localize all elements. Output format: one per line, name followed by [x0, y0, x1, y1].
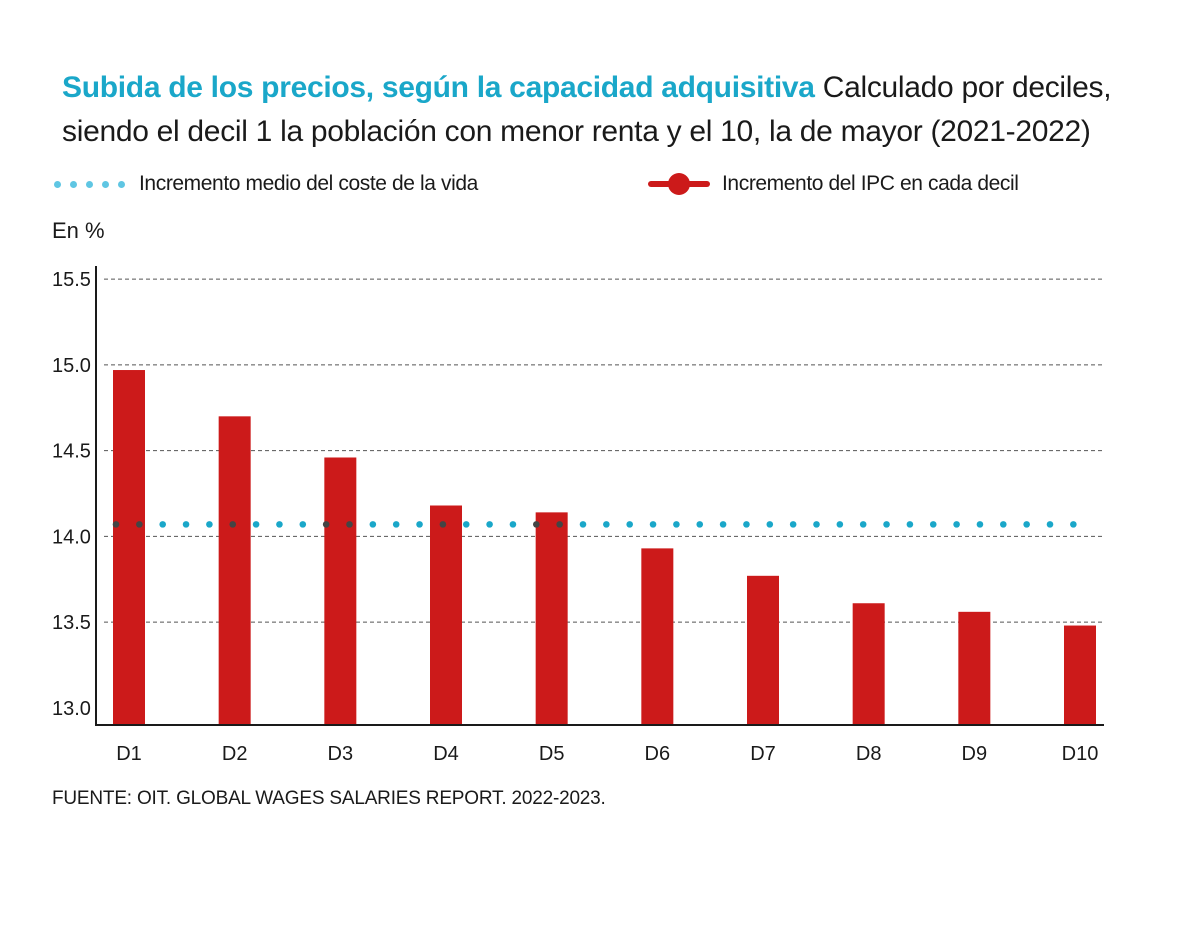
- x-tick-label: D9: [962, 743, 988, 765]
- y-axis-unit: En %: [52, 218, 105, 243]
- average-dot: [276, 521, 283, 528]
- average-dot: [859, 521, 867, 528]
- title-main: Subida de los precios, según la capacida…: [62, 71, 815, 104]
- x-tick-label: D10: [1062, 743, 1099, 765]
- average-dot: [883, 521, 890, 528]
- average-dot: [1023, 521, 1030, 528]
- x-tick-label: D3: [328, 743, 354, 765]
- axes: [95, 266, 1104, 726]
- average-dot: [252, 521, 260, 528]
- average-dot: [159, 521, 166, 528]
- average-dot: [136, 521, 143, 528]
- average-dot: [486, 521, 493, 528]
- average-dot: [416, 521, 423, 528]
- line-marker-icon: [648, 166, 710, 202]
- average-dot: [766, 521, 774, 528]
- average-dot: [789, 521, 797, 528]
- average-dot: [719, 521, 727, 528]
- average-dot: [439, 521, 447, 528]
- x-tick-label: D8: [856, 743, 882, 765]
- legend-ipc-label: Incremento del IPC en cada decil: [722, 172, 1019, 195]
- average-dot: [462, 521, 470, 528]
- average-dot: [206, 521, 213, 528]
- x-tick-label: D1: [116, 743, 142, 765]
- grid-lines: [104, 278, 1104, 623]
- legend-item-average: Incremento medio del coste de la vida: [54, 166, 478, 202]
- y-tick-label: 14.0: [52, 526, 91, 548]
- average-dot: [813, 521, 820, 528]
- bars: [113, 370, 1096, 725]
- average-dot: [929, 521, 937, 528]
- legend-average-label: Incremento medio del coste de la vida: [139, 172, 478, 195]
- average-dot: [743, 521, 750, 528]
- average-dot: [976, 521, 984, 528]
- y-tick-label: 15.0: [52, 355, 91, 377]
- title-subtitle: Calculado por deciles, siendo el decil 1…: [62, 71, 1112, 148]
- average-dot: [1070, 521, 1077, 528]
- average-dot: [112, 521, 120, 528]
- average-dot: [906, 521, 914, 528]
- bar-d1: [113, 370, 145, 725]
- average-dot: [229, 521, 237, 528]
- average-dot: [953, 521, 960, 528]
- x-tick-label: D6: [645, 743, 671, 765]
- y-tick-label: 13.0: [52, 698, 91, 720]
- bar-d9: [958, 611, 991, 725]
- bar-d7: [747, 575, 779, 725]
- x-tick-label: D7: [750, 743, 776, 765]
- average-dot: [836, 521, 844, 528]
- tick-labels: 13.0 13.5 14.0 14.5 15.0 15.5 D1 D2 D3 D4 D5 D6 D7 D8…: [52, 269, 1098, 765]
- average-dot: [299, 521, 307, 528]
- x-tick-label: D2: [222, 743, 248, 765]
- bar-d8: [852, 603, 885, 725]
- chart-title: Subida de los precios, según la capacida…: [62, 66, 1142, 154]
- bar-d4: [430, 505, 462, 725]
- average-dot: [1046, 521, 1054, 528]
- average-dot: [182, 521, 190, 528]
- dotted-line-icon: [54, 180, 125, 188]
- x-tick-label: D5: [539, 743, 565, 765]
- y-tick-label: 14.5: [52, 441, 91, 463]
- legend: Incremento medio del coste de la vida In…: [0, 166, 1200, 202]
- legend-item-ipc: Incremento del IPC en cada decil: [648, 166, 1019, 202]
- average-line: [112, 521, 1077, 528]
- average-dot: [509, 521, 517, 528]
- average-dot: [392, 521, 400, 528]
- average-dot: [626, 521, 633, 528]
- bar-d5: [535, 512, 568, 725]
- y-tick-label: 15.5: [52, 269, 91, 291]
- average-dot: [1000, 521, 1007, 528]
- average-dot: [579, 521, 587, 528]
- y-tick-label: 13.5: [52, 612, 91, 634]
- average-dot: [369, 521, 377, 528]
- average-dot: [322, 521, 330, 528]
- average-dot: [673, 521, 680, 528]
- bar-d2: [218, 416, 251, 725]
- source-note: FUENTE: OIT. GLOBAL WAGES SALARIES REPOR…: [52, 788, 606, 809]
- x-tick-label: D4: [433, 743, 459, 765]
- bar-d3: [324, 457, 357, 725]
- average-dot: [696, 521, 704, 528]
- average-dot: [556, 521, 563, 528]
- bar-d6: [641, 548, 674, 725]
- bar-d10: [1064, 625, 1096, 725]
- average-dot: [649, 521, 657, 528]
- average-dot: [533, 521, 540, 528]
- average-dot: [346, 521, 353, 528]
- average-dot: [603, 521, 610, 528]
